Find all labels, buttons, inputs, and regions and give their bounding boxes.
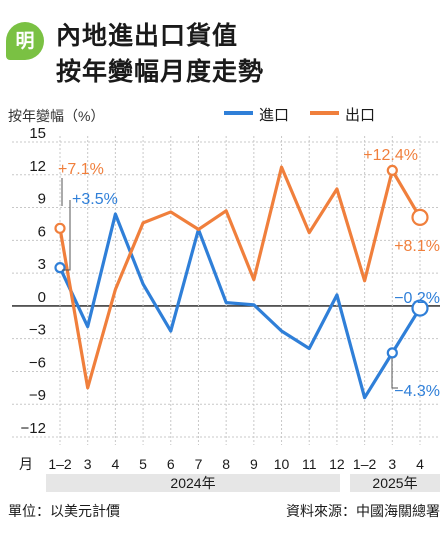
y-tick-label: −3 xyxy=(29,322,46,339)
y-tick-label: 3 xyxy=(38,256,46,273)
x-tick-label: 8 xyxy=(222,456,230,472)
ming-pao-logo: 明 xyxy=(6,22,44,60)
data-point-marker xyxy=(386,164,398,177)
y-tick-label: 15 xyxy=(29,125,46,142)
data-point-marker xyxy=(54,222,66,234)
y-tick-label: −6 xyxy=(29,354,46,371)
data-label: +8.1% xyxy=(394,238,440,255)
y-tick-label: 6 xyxy=(38,223,46,240)
y-tick-label: 12 xyxy=(29,158,46,175)
data-label: +3.5% xyxy=(72,191,118,208)
series-line-exports xyxy=(58,165,422,390)
x-tick-label: 1–2 xyxy=(353,456,377,472)
data-point-marker xyxy=(54,262,66,274)
y-axis-label: 按年變幅（%） xyxy=(8,108,104,124)
source-note: 資料來源：中國海關總署 xyxy=(286,503,440,519)
data-label: −0.2% xyxy=(394,290,440,307)
chart-title-line-1: 內地進出口貨值 xyxy=(56,21,239,50)
x-tick-label: 3 xyxy=(388,456,396,472)
annotation-leader-line xyxy=(62,200,71,271)
data-point-marker xyxy=(411,299,429,317)
legend-label-exports: 出口 xyxy=(345,107,375,124)
x-tick-label: 11 xyxy=(302,456,317,472)
annotation-leader-line xyxy=(391,358,398,389)
data-label: +12.4% xyxy=(363,147,418,164)
chart-title-line-2: 按年變幅月度走勢 xyxy=(56,57,265,86)
unit-note: 單位：以美元計價 xyxy=(8,503,120,519)
y-tick-label: 0 xyxy=(38,289,46,306)
series-line-imports xyxy=(58,212,422,400)
year-label-2025: 2025年 xyxy=(372,475,417,491)
x-axis-month-label: 月 xyxy=(19,456,33,472)
x-tick-label: 12 xyxy=(329,456,345,472)
year-label-2024: 2024年 xyxy=(170,475,215,491)
y-tick-label: 9 xyxy=(38,191,46,208)
x-tick-label: 5 xyxy=(139,456,147,472)
data-label: +7.1% xyxy=(58,161,104,178)
x-tick-label: 1–2 xyxy=(48,456,72,472)
data-point-marker xyxy=(386,347,398,359)
x-tick-label: 4 xyxy=(111,456,119,472)
legend-label-imports: 進口 xyxy=(259,107,289,124)
y-tick-label: −12 xyxy=(21,420,46,437)
x-tick-label: 6 xyxy=(167,456,175,472)
x-tick-label: 4 xyxy=(416,456,424,472)
year-band-2024 xyxy=(46,474,340,492)
x-tick-label: 3 xyxy=(84,456,92,472)
data-label: −4.3% xyxy=(394,383,440,400)
y-tick-label: −9 xyxy=(29,387,46,404)
data-point-marker xyxy=(411,208,429,226)
x-tick-label: 9 xyxy=(250,456,258,472)
x-tick-label: 7 xyxy=(195,456,203,472)
x-tick-label: 10 xyxy=(274,456,290,472)
year-band-2025 xyxy=(350,474,440,492)
